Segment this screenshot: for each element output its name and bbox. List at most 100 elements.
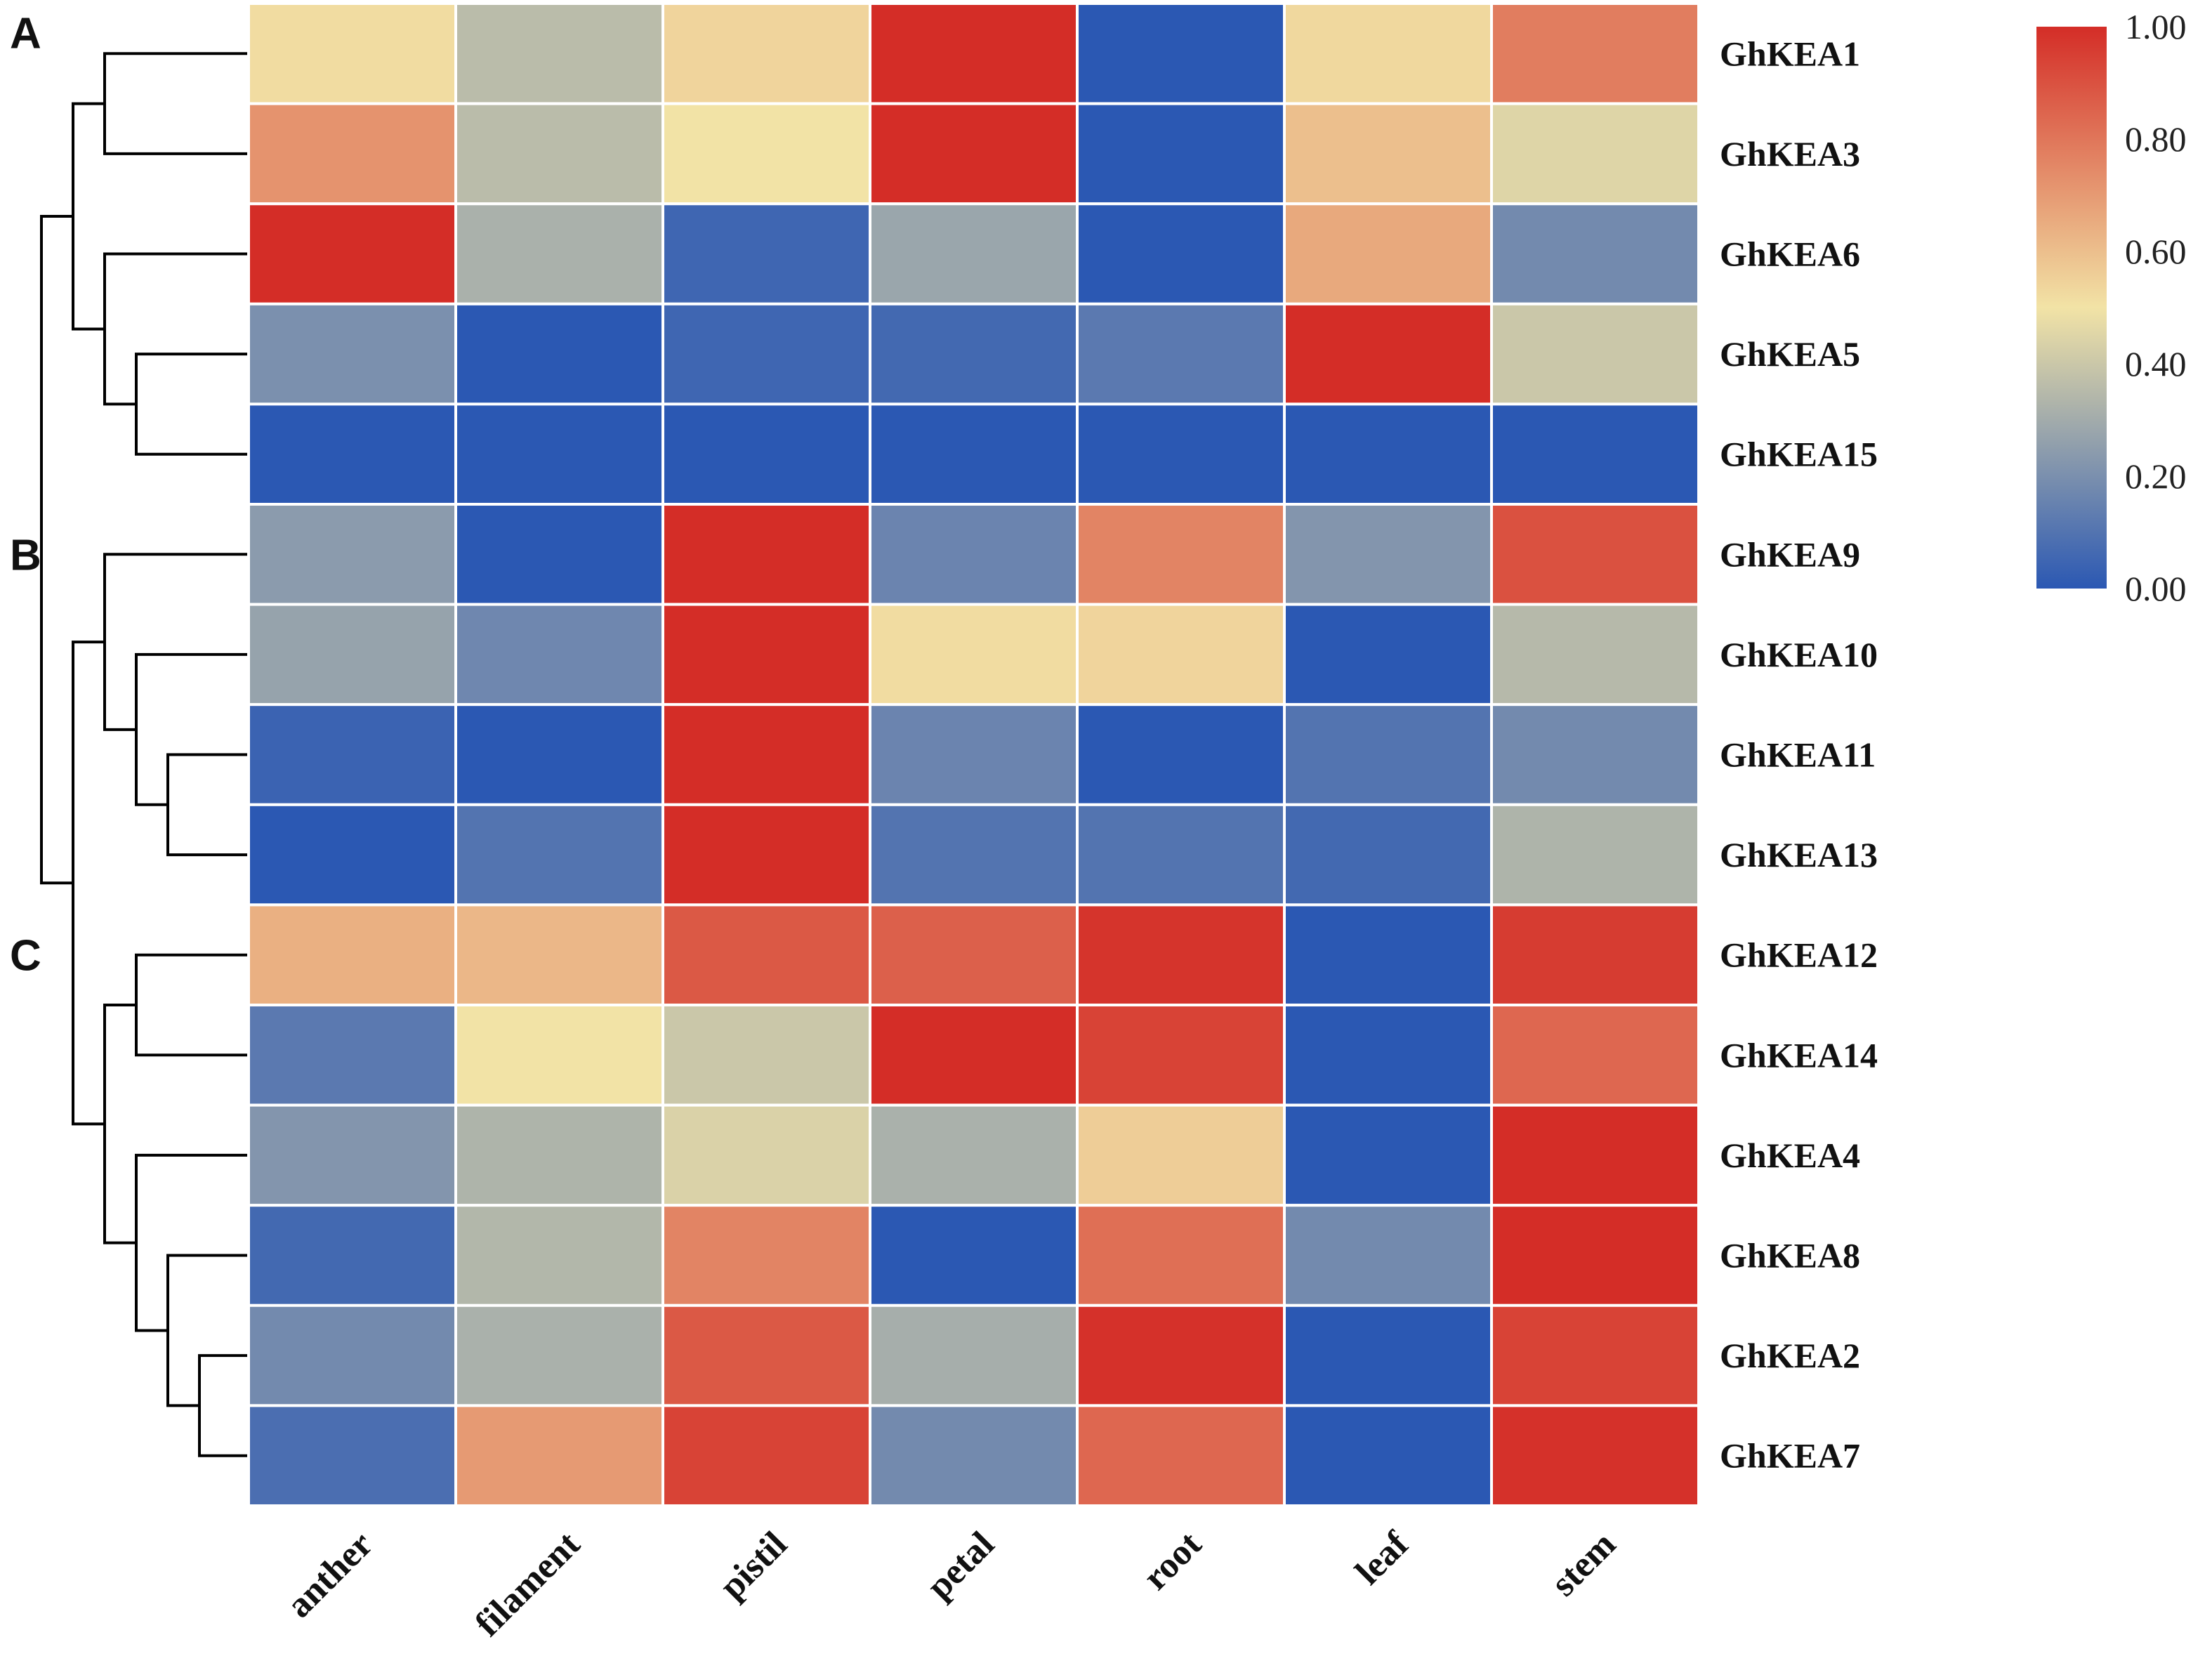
heatmap-cell-ghkea5-petal [869,302,1079,406]
heatmap-cell-ghkea6-root [1076,202,1286,306]
heatmap-cell-ghkea5-stem [1490,302,1700,406]
heatmap-cell-ghkea10-filament [454,603,664,707]
heatmap-cell-ghkea15-leaf [1283,402,1493,506]
heatmap-cell-ghkea5-root [1076,302,1286,406]
row-label-ghkea15: GhKEA15 [1720,435,1878,474]
heatmap-cell-ghkea4-anther [247,1103,457,1207]
heatmap-cell-ghkea6-stem [1490,202,1700,306]
heatmap-cell-ghkea3-petal [869,102,1079,206]
heatmap-cell-ghkea10-leaf [1283,603,1493,707]
heatmap-cell-ghkea8-leaf [1283,1204,1493,1307]
heatmap-cell-ghkea7-leaf [1283,1404,1493,1508]
heatmap-cell-ghkea15-stem [1490,402,1700,506]
heatmap-cell-ghkea14-petal [869,1004,1079,1107]
heatmap-cell-ghkea10-anther [247,603,457,707]
row-dendrogram [40,52,249,1457]
heatmap-cell-ghkea12-leaf [1283,903,1493,1007]
heatmap-cell-ghkea2-filament [454,1303,664,1407]
heatmap-cell-ghkea3-root [1076,102,1286,206]
heatmap-cell-ghkea8-root [1076,1204,1286,1307]
heatmap-cell-ghkea11-root [1076,703,1286,806]
heatmap-cell-ghkea4-leaf [1283,1103,1493,1207]
heatmap-cell-ghkea11-stem [1490,703,1700,806]
heatmap-cell-ghkea6-filament [454,202,664,306]
heatmap-cell-ghkea14-root [1076,1004,1286,1107]
row-label-ghkea8: GhKEA8 [1720,1236,1860,1275]
heatmap-cell-ghkea13-stem [1490,803,1700,907]
heatmap-cell-ghkea7-root [1076,1404,1286,1508]
heatmap-cell-ghkea13-leaf [1283,803,1493,907]
color-legend-ticks: 0.00 0.20 0.40 0.60 0.80 1.00 [2125,7,2187,608]
heatmap-cell-ghkea7-petal [869,1404,1079,1508]
heatmap-cell-ghkea2-pistil [661,1303,871,1407]
heatmap-cell-ghkea11-pistil [661,703,871,806]
row-label-ghkea12: GhKEA12 [1720,935,1878,975]
heatmap-cell-ghkea3-leaf [1283,102,1493,206]
heatmap-cell-ghkea6-pistil [661,202,871,306]
heatmap-cell-ghkea10-root [1076,603,1286,707]
heatmap-cell-ghkea2-root [1076,1303,1286,1407]
heatmap-cell-ghkea4-petal [869,1103,1079,1207]
heatmap-cell-ghkea14-filament [454,1004,664,1107]
cluster-letter-b: B [10,531,41,579]
heatmap-cell-ghkea6-anther [247,202,457,306]
row-label-ghkea9: GhKEA9 [1720,534,1860,574]
legend-tick-1-00: 1.00 [2125,7,2187,46]
heatmap-cell-ghkea8-anther [247,1204,457,1307]
heatmap-grid [247,2,1700,1508]
heatmap-cell-ghkea3-filament [454,102,664,206]
heatmap-cell-ghkea8-petal [869,1204,1079,1307]
heatmap-cell-ghkea4-stem [1490,1103,1700,1207]
heatmap-cell-ghkea3-stem [1490,102,1700,206]
heatmap-cell-ghkea1-root [1076,2,1286,105]
heatmap-cell-ghkea15-root [1076,402,1286,506]
legend-tick-0-20: 0.20 [2125,456,2187,496]
heatmap-cell-ghkea1-anther [247,2,457,105]
heatmap-cell-ghkea2-anther [247,1303,457,1407]
heatmap-cell-ghkea12-root [1076,903,1286,1007]
heatmap-cell-ghkea13-filament [454,803,664,907]
heatmap-cell-ghkea2-stem [1490,1303,1700,1407]
heatmap-cell-ghkea9-petal [869,503,1079,606]
heatmap-cell-ghkea14-leaf [1283,1004,1493,1107]
heatmap-cell-ghkea9-stem [1490,503,1700,606]
heatmap-cell-ghkea12-pistil [661,903,871,1007]
heatmap-cell-ghkea7-anther [247,1404,457,1508]
heatmap-cell-ghkea8-stem [1490,1204,1700,1307]
heatmap-cell-ghkea1-stem [1490,2,1700,105]
row-label-ghkea4: GhKEA4 [1720,1136,1860,1175]
heatmap-cell-ghkea8-pistil [661,1204,871,1307]
heatmap-cell-ghkea1-leaf [1283,2,1493,105]
heatmap-cell-ghkea6-petal [869,202,1079,306]
heatmap-cell-ghkea15-pistil [661,402,871,506]
heatmap-cell-ghkea6-leaf [1283,202,1493,306]
heatmap-cell-ghkea9-pistil [661,503,871,606]
heatmap-cell-ghkea3-anther [247,102,457,206]
heatmap-cell-ghkea10-pistil [661,603,871,707]
row-label-ghkea7: GhKEA7 [1720,1436,1860,1476]
heatmap-cell-ghkea13-petal [869,803,1079,907]
row-label-ghkea14: GhKEA14 [1720,1035,1878,1075]
heatmap-cell-ghkea9-filament [454,503,664,606]
color-legend-bar [2036,27,2107,589]
heatmap-cell-ghkea1-pistil [661,2,871,105]
cluster-letter-c: C [10,932,41,980]
legend-tick-0-00: 0.00 [2125,569,2187,608]
heatmap-cell-ghkea1-petal [869,2,1079,105]
heatmap-cell-ghkea4-root [1076,1103,1286,1207]
heatmap-cell-ghkea12-anther [247,903,457,1007]
heatmap-cell-ghkea12-stem [1490,903,1700,1007]
heatmap-cell-ghkea15-filament [454,402,664,506]
heatmap-cell-ghkea12-petal [869,903,1079,1007]
heatmap-cell-ghkea4-pistil [661,1103,871,1207]
cluster-letters: A B C [10,9,41,980]
heatmap-cell-ghkea2-petal [869,1303,1079,1407]
heatmap-cell-ghkea13-anther [247,803,457,907]
row-label-ghkea13: GhKEA13 [1720,835,1878,874]
row-label-ghkea2: GhKEA2 [1720,1336,1860,1375]
color-legend: 0.00 0.20 0.40 0.60 0.80 1.00 [2036,7,2187,608]
heatmap-cell-ghkea15-anther [247,402,457,506]
heatmap-cell-ghkea13-root [1076,803,1286,907]
heatmap-cell-ghkea7-stem [1490,1404,1700,1508]
